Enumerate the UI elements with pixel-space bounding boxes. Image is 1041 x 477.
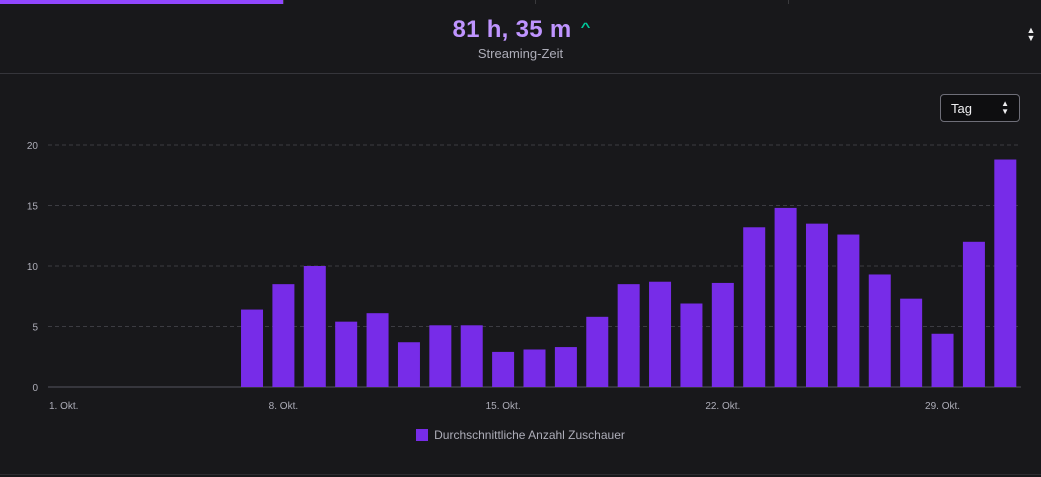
legend-swatch [416,429,429,441]
y-tick-label: 0 [32,383,38,394]
bar [335,321,358,387]
bar [680,303,703,387]
metric-header: 81 h, 35 m ^ Streaming-Zeit ▲ ▼ [0,4,1041,74]
chevron-updown-icon: ▲ ▼ [1001,99,1009,116]
metric-value: 81 h, 35 m [452,16,572,43]
x-tick-label: 15. Okt. [486,401,521,412]
bar [241,309,264,387]
bar [492,351,515,387]
y-tick-label: 10 [27,262,39,273]
bar [805,223,828,387]
tab-active-indicator[interactable] [0,0,283,4]
bar [397,342,420,387]
tab-divider [535,0,536,4]
chart-legend[interactable]: Durchschnittliche Anzahl Zuschauer [0,428,1041,442]
bar [429,325,452,387]
bar [962,241,985,387]
tab-divider [283,0,284,4]
bar [711,282,734,387]
x-tick-label: 1. Okt. [49,401,78,412]
metric-row: 81 h, 35 m ^ [0,16,1041,44]
bar [554,347,577,387]
granularity-select-value: Tag [951,101,972,116]
bar [837,234,860,387]
bottom-divider [0,474,1041,475]
y-tick-label: 5 [32,323,38,334]
x-tick-label: 22. Okt. [705,401,740,412]
x-tick-label: 29. Okt. [925,401,960,412]
bar [617,284,640,387]
bar [272,284,295,387]
bar [649,281,672,387]
metric-label: Streaming-Zeit [477,46,564,61]
tab-divider [788,0,789,4]
bar [774,207,797,387]
x-tick-label: 8. Okt. [269,401,298,412]
bar [931,333,954,387]
bar [586,316,609,387]
bar [460,325,483,387]
sort-updown-icon[interactable]: ▲ ▼ [1026,25,1036,43]
granularity-select[interactable]: Tag ▲ ▼ [940,94,1020,122]
bar [994,159,1017,387]
y-tick-label: 15 [27,202,39,213]
bar [743,227,766,387]
bar [868,274,891,387]
bar [303,266,326,387]
bar [900,298,923,387]
chevron-up-icon: ^ [580,20,590,34]
metric-tab-bar[interactable] [0,0,1041,4]
legend-label: Durchschnittliche Anzahl Zuschauer [434,428,625,442]
bar [366,313,389,387]
bar [523,349,546,387]
y-tick-label: 20 [27,141,39,152]
